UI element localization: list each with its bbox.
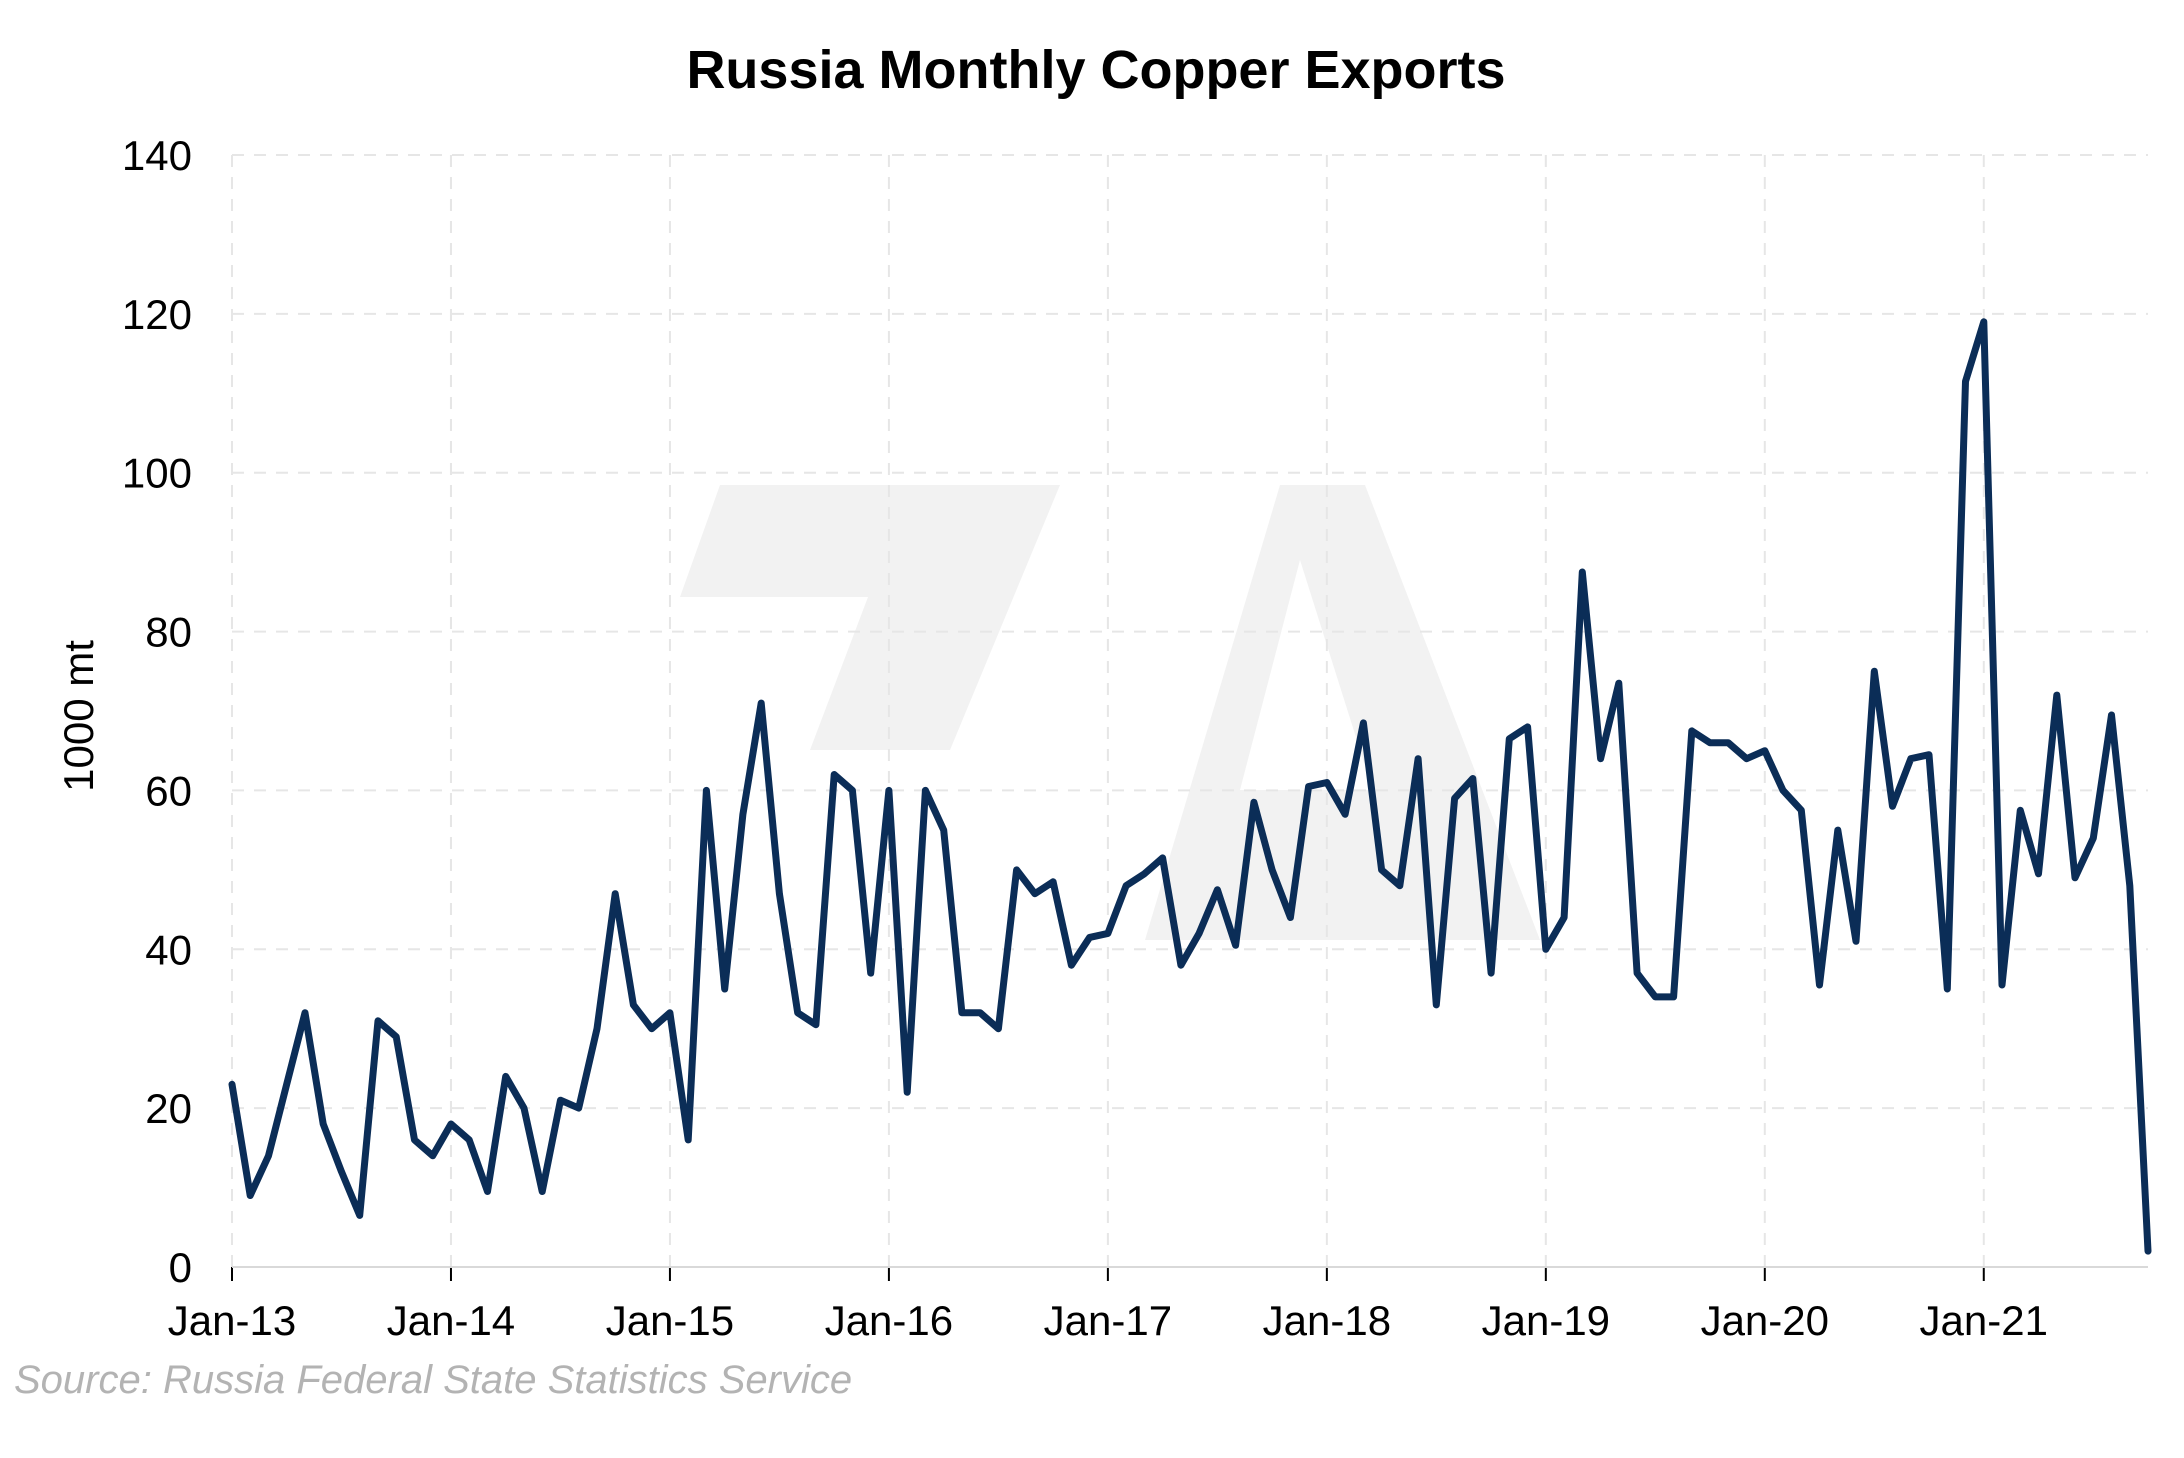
- axes: [231, 1266, 2148, 1281]
- x-tick-label: Jan-16: [825, 1297, 953, 1344]
- x-tick-label: Jan-18: [1263, 1297, 1391, 1344]
- x-tick-label: Jan-17: [1044, 1297, 1172, 1344]
- y-tick-label: 80: [145, 609, 192, 656]
- x-tick-label: Jan-20: [1701, 1297, 1829, 1344]
- y-tick-label: 20: [145, 1085, 192, 1132]
- y-tick-label: 60: [145, 767, 192, 814]
- x-tick-label: Jan-14: [387, 1297, 515, 1344]
- watermark-shape-right: [1145, 485, 1540, 940]
- y-tick-label: 100: [122, 450, 192, 497]
- x-tick-label: Jan-15: [606, 1297, 734, 1344]
- y-tick-labels: 0 20 40 60 80 100 120 140: [122, 132, 192, 1291]
- y-tick-label: 140: [122, 132, 192, 179]
- y-tick-label: 40: [145, 926, 192, 973]
- watermark-shape-left: [680, 485, 1060, 750]
- watermark-logo: [680, 485, 1540, 940]
- source-note: Source: Russia Federal State Statistics …: [14, 1358, 852, 1402]
- x-tick-labels: Jan-13 Jan-14 Jan-15 Jan-16 Jan-17 Jan-18 Jan-…: [168, 1297, 2048, 1344]
- chart-title: Russia Monthly Copper Exports: [686, 40, 1505, 100]
- series-line: [228, 318, 2152, 1255]
- y-tick-label: 0: [169, 1244, 192, 1291]
- x-tick-label: Jan-21: [1920, 1297, 2048, 1344]
- x-tick-label: Jan-19: [1482, 1297, 1610, 1344]
- series-lines: [228, 318, 2152, 1255]
- x-tick-label: Jan-13: [168, 1297, 296, 1344]
- y-tick-label: 120: [122, 291, 192, 338]
- y-axis-label: 1000 mt: [55, 640, 102, 792]
